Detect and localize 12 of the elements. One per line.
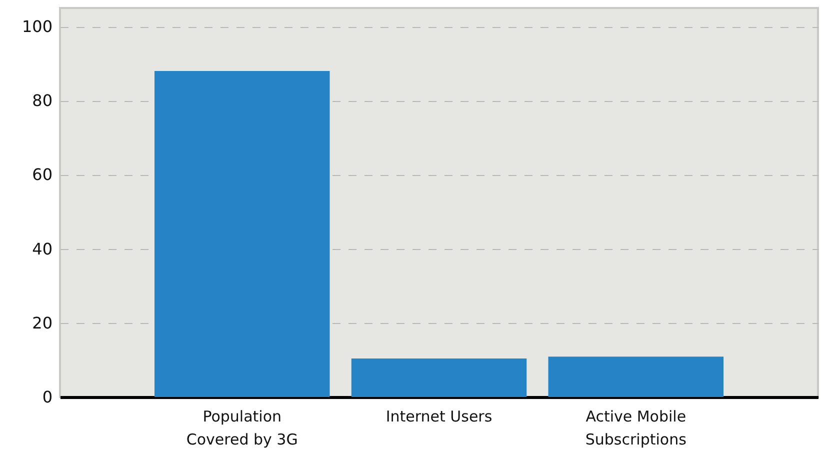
y-tick-label: 100 xyxy=(22,17,52,36)
y-tick-label: 60 xyxy=(32,165,52,184)
y-tick-label: 0 xyxy=(42,388,52,406)
bar xyxy=(548,356,724,397)
y-tick-label: 20 xyxy=(32,313,52,332)
x-tick-label: Active Mobile Subscriptions xyxy=(585,408,687,448)
bar xyxy=(351,358,527,397)
bar xyxy=(154,70,330,397)
y-tick-label: 80 xyxy=(32,91,52,110)
y-tick-label: 40 xyxy=(32,239,52,258)
x-tick-label: Population Covered by 3G xyxy=(186,408,298,448)
x-tick-label: Internet Users xyxy=(386,408,492,426)
